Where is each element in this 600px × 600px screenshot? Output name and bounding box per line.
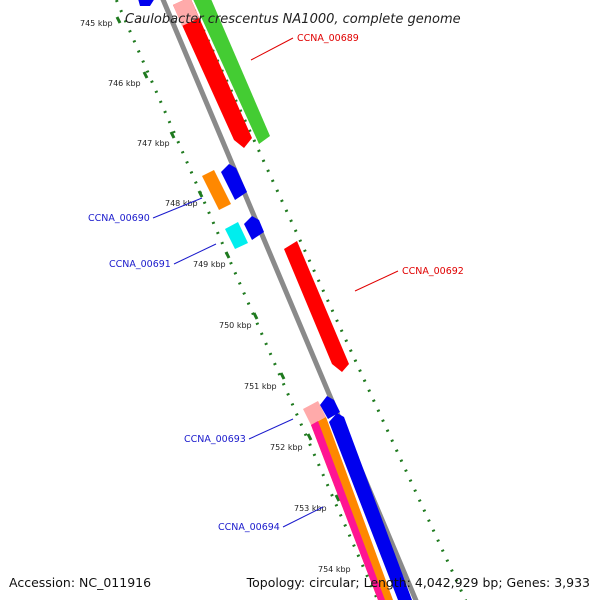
kbp-label: 748 kbp bbox=[165, 199, 198, 208]
gene-feature-blue-long bbox=[329, 413, 412, 600]
map-title: Caulobacter crescentus NA1000, complete … bbox=[125, 12, 461, 27]
gene-label-ccna-00694: CCNA_00694 bbox=[218, 522, 280, 533]
kbp-label: 753 kbp bbox=[294, 504, 327, 513]
kbp-label: 745 kbp bbox=[80, 19, 113, 28]
topology-text: Topology: circular; Length: 4,042,929 bp… bbox=[246, 575, 590, 590]
kbp-label: 749 kbp bbox=[193, 260, 226, 269]
kbp-labels: 745 kbp 746 kbp 747 kbp 748 kbp 749 kbp … bbox=[80, 19, 351, 574]
gene-label-ccna-00692: CCNA_00692 bbox=[402, 266, 464, 277]
gene-feature-ccna-00691-blue bbox=[244, 216, 264, 240]
gene-feature-ccna-00693-pink bbox=[303, 401, 326, 425]
gene-feature-pink-top bbox=[173, 0, 199, 26]
kbp-label: 752 kbp bbox=[270, 443, 303, 452]
gene-label-ccna-00689: CCNA_00689 bbox=[297, 33, 359, 44]
outer-tick-ring bbox=[187, 0, 468, 600]
genome-backbone bbox=[160, 0, 419, 600]
gene-feature-top-blue bbox=[138, 0, 154, 6]
gene-feature-ccna-00693-blue-small bbox=[320, 396, 340, 419]
accession-text: Accession: NC_011916 bbox=[9, 575, 151, 590]
kbp-label: 747 kbp bbox=[137, 139, 170, 148]
kbp-label: 751 kbp bbox=[244, 382, 277, 391]
gene-feature-ccna-00694-magenta bbox=[311, 421, 385, 600]
kbp-label: 750 kbp bbox=[219, 321, 252, 330]
gene-label-ccna-00693: CCNA_00693 bbox=[184, 434, 246, 445]
gene-labels: CCNA_00689 CCNA_00690 CCNA_00691 CCNA_00… bbox=[88, 33, 464, 533]
gene-label-ccna-00691: CCNA_00691 bbox=[109, 259, 171, 270]
kbp-label: 746 kbp bbox=[108, 79, 141, 88]
kbp-label: 754 kbp bbox=[318, 565, 351, 574]
gene-feature-ccna-00689 bbox=[173, 0, 252, 148]
gene-feature-ccna-00690-blue bbox=[221, 164, 247, 200]
gene-feature-ccna-00690-orange bbox=[202, 170, 231, 210]
gene-label-ccna-00690: CCNA_00690 bbox=[88, 213, 150, 224]
gene-feature-ccna-00691-cyan bbox=[225, 222, 248, 249]
gene-label-leaders bbox=[152, 37, 399, 528]
gene-feature-ccna-00692 bbox=[284, 241, 349, 372]
gene-feature-green bbox=[193, 0, 270, 144]
